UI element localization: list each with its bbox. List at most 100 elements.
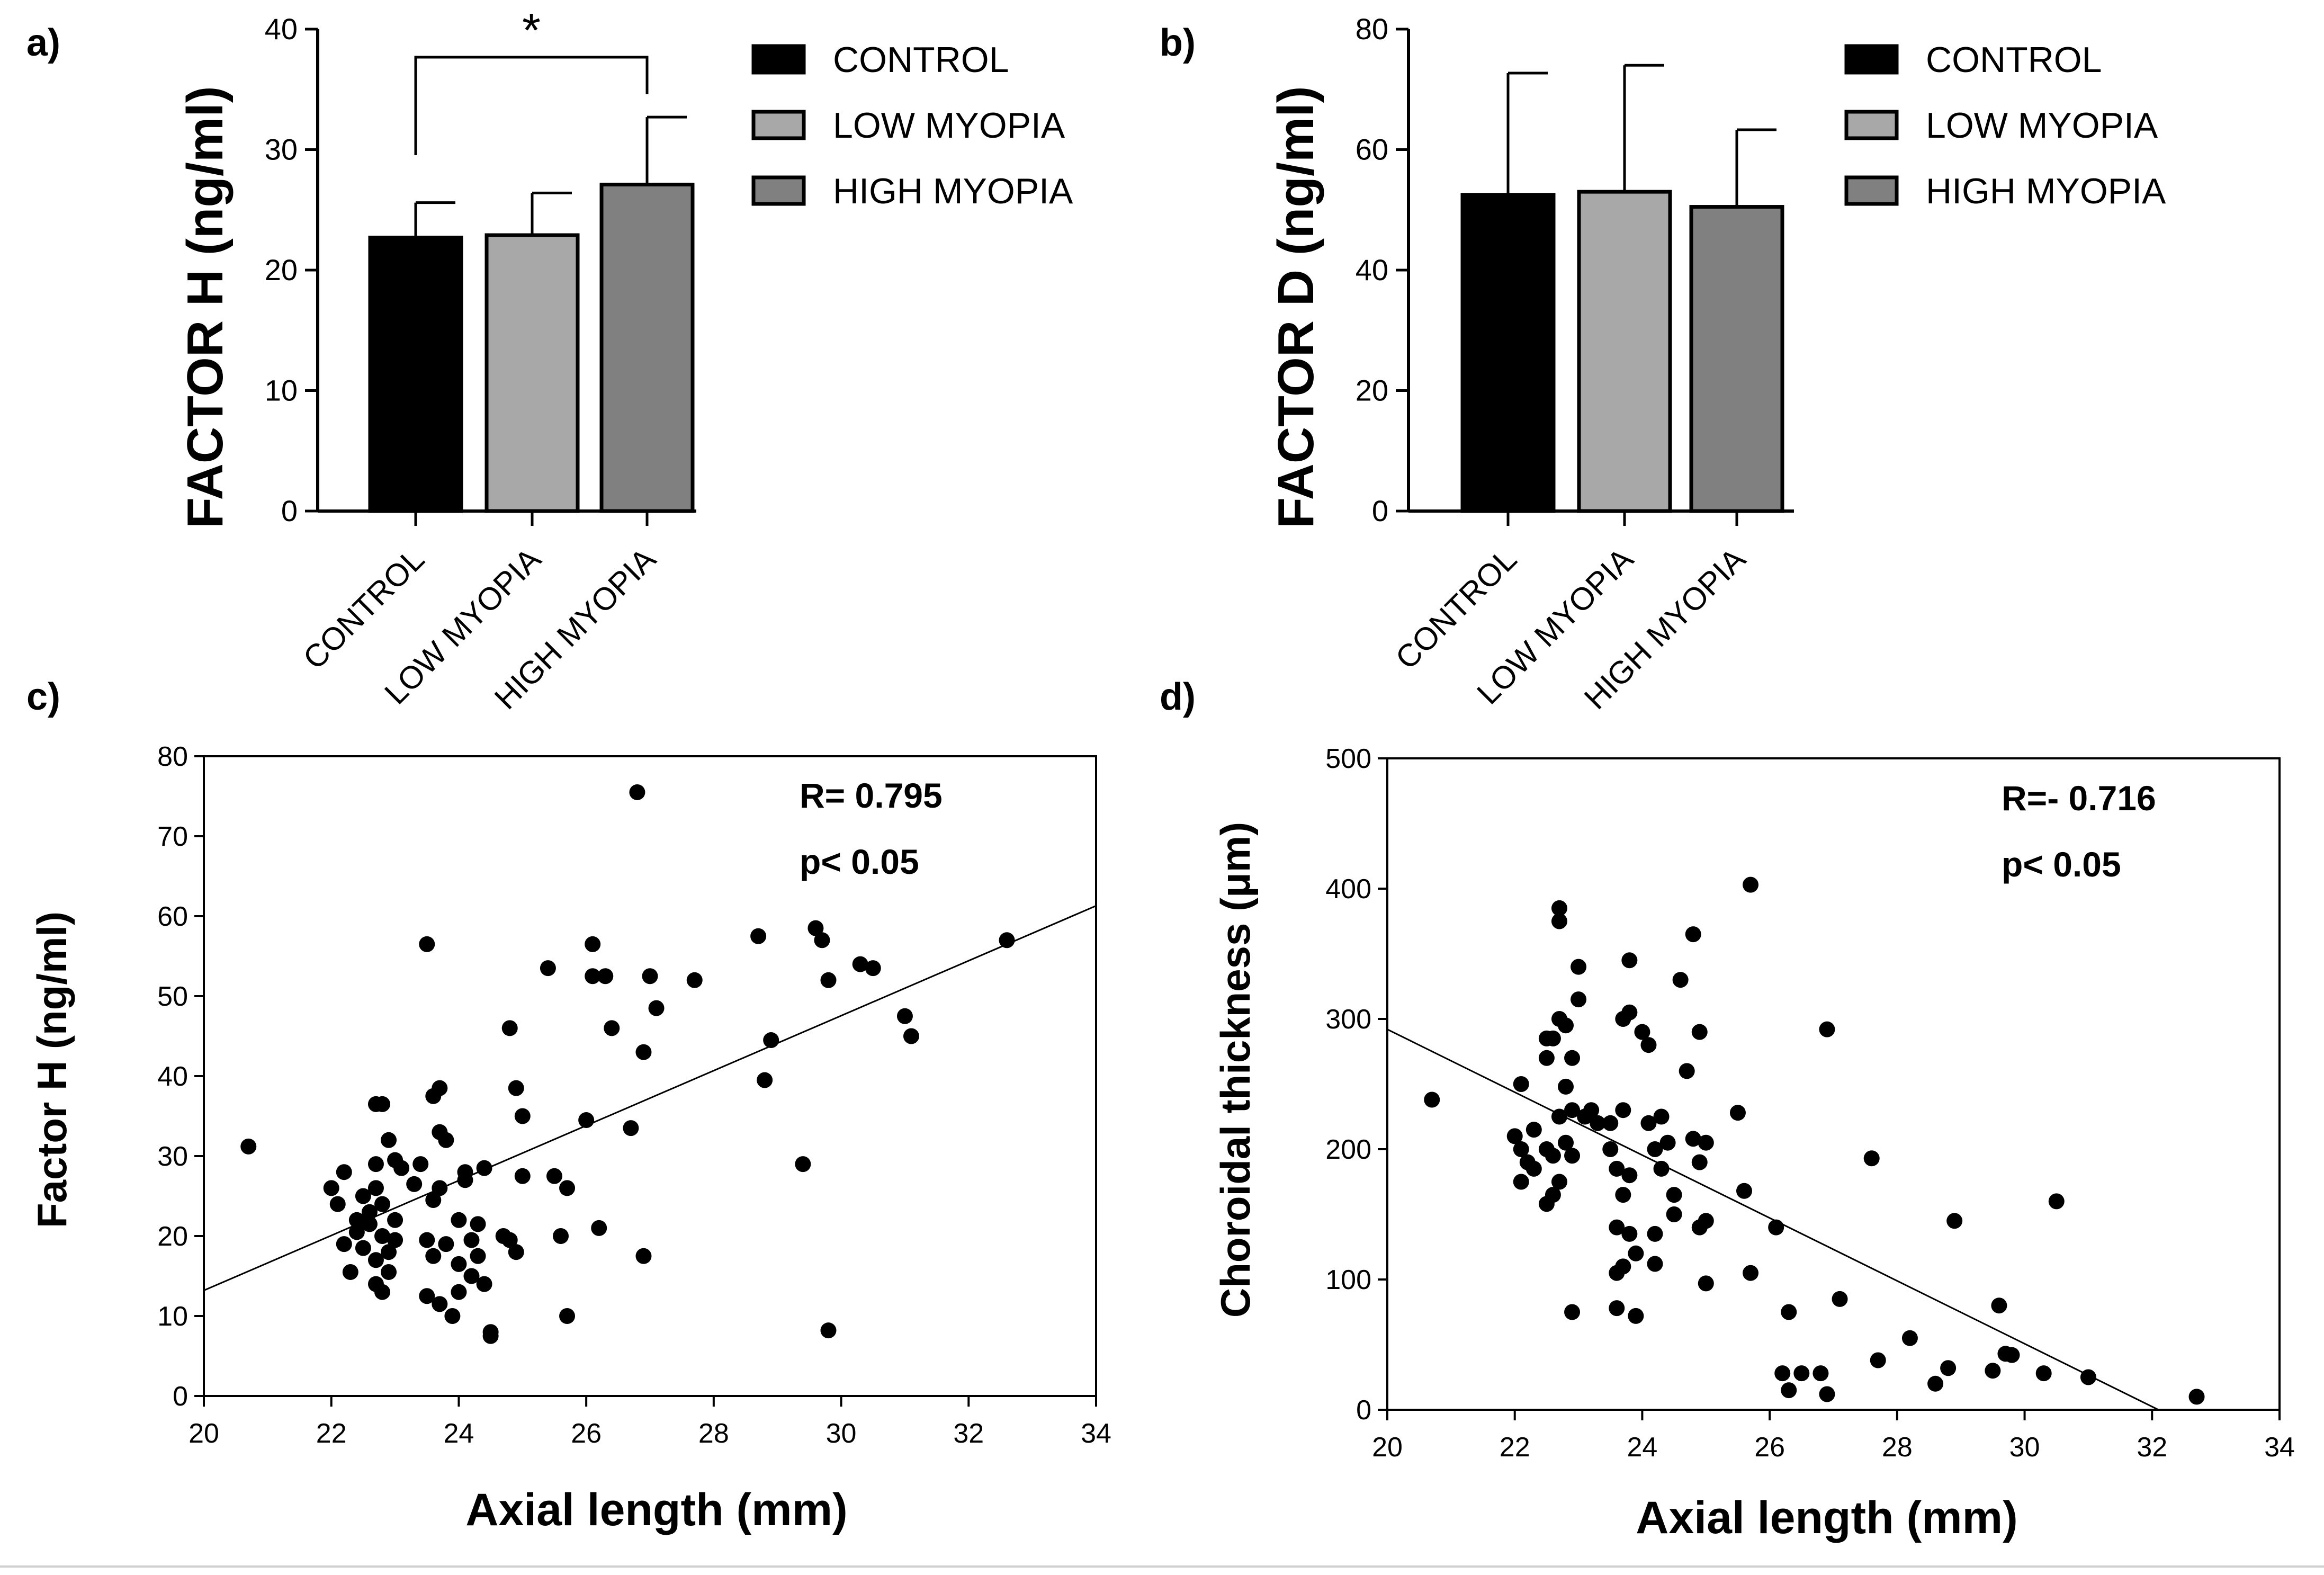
data-point	[355, 1240, 371, 1256]
panel-c-plot: 20 22 24 26 28 30 32 34 0 10 20 30 40 50 60 70 80	[157, 741, 1111, 1449]
data-point	[1621, 952, 1638, 969]
data-point	[1685, 1131, 1701, 1147]
data-point	[1545, 1148, 1561, 1164]
data-point	[240, 1138, 257, 1155]
data-point	[1653, 1160, 1670, 1177]
data-point	[1558, 1134, 1574, 1151]
bar	[1577, 190, 1672, 513]
data-point	[1685, 926, 1701, 943]
data-point	[1571, 959, 1587, 975]
data-point	[336, 1164, 352, 1180]
data-point	[451, 1256, 467, 1272]
data-point	[1564, 1102, 1581, 1118]
panel-c: c) Factor H (ng/ml) Axial length (mm) R=…	[26, 676, 1111, 1535]
legend-swatch	[751, 44, 806, 75]
data-point	[1698, 1275, 1714, 1292]
data-point	[585, 936, 601, 952]
y-tick-label: 0	[173, 1381, 188, 1412]
panel-c-r-value: R= 0.795	[800, 776, 943, 815]
data-point	[457, 1172, 473, 1188]
data-point	[1812, 1365, 1829, 1382]
data-point	[432, 1080, 448, 1096]
data-point	[419, 1232, 435, 1248]
legend-label: CONTROL	[833, 40, 1009, 80]
data-point	[1564, 1050, 1581, 1066]
data-point	[1640, 1115, 1657, 1131]
legend-label: HIGH MYOPIA	[1926, 171, 2166, 211]
data-point	[1621, 1167, 1638, 1184]
legend-swatch	[1844, 175, 1899, 206]
data-point	[1768, 1219, 1784, 1236]
x-tick-label: 30	[826, 1418, 857, 1449]
data-point	[367, 1252, 384, 1268]
data-point	[1819, 1021, 1835, 1037]
legend-swatch	[1844, 44, 1899, 75]
data-point	[1819, 1386, 1835, 1402]
data-point	[1506, 1128, 1523, 1144]
x-tick-label: 22	[1500, 1432, 1530, 1463]
y-tick-label: 20	[157, 1221, 188, 1252]
data-point	[1564, 1148, 1581, 1164]
data-point	[1609, 1300, 1625, 1317]
y-tick-label: 80	[1356, 12, 1388, 46]
data-point	[463, 1268, 480, 1284]
data-point	[546, 1168, 562, 1184]
data-point	[1901, 1330, 1918, 1346]
data-point	[476, 1276, 492, 1292]
data-point	[852, 956, 868, 972]
data-point	[763, 1032, 779, 1049]
panel-d-letter: d)	[1160, 676, 1196, 718]
significance-star: *	[522, 4, 541, 57]
data-point	[553, 1228, 569, 1244]
legend-swatch	[1844, 110, 1899, 140]
y-tick-label: 40	[157, 1061, 188, 1092]
data-point	[820, 1322, 837, 1339]
data-point	[648, 1000, 665, 1016]
data-point	[1991, 1297, 2007, 1314]
x-tick-label: 26	[1754, 1432, 1785, 1463]
y-tick-label: 0	[281, 494, 298, 527]
y-tick-label: 500	[1325, 744, 1371, 774]
bar	[1460, 193, 1556, 513]
data-point	[1940, 1360, 1957, 1376]
data-point	[1666, 1187, 1682, 1203]
data-point	[1551, 1174, 1567, 1190]
x-tick-label: 24	[444, 1418, 474, 1449]
data-point	[361, 1216, 378, 1232]
data-point	[367, 1156, 384, 1173]
data-point	[374, 1284, 390, 1300]
data-point	[412, 1156, 429, 1173]
data-point	[757, 1072, 773, 1088]
data-point	[597, 968, 614, 985]
legend-swatch	[751, 175, 806, 206]
data-point	[1832, 1291, 1848, 1307]
x-tick-label: 22	[316, 1418, 347, 1449]
x-tick-label: 24	[1627, 1432, 1658, 1463]
panel-b-letter: b)	[1160, 22, 1196, 64]
data-point	[336, 1236, 352, 1252]
data-point	[1647, 1141, 1663, 1157]
data-point	[807, 920, 824, 936]
panel-a-ylabel: FACTOR H (ng/ml)	[177, 86, 234, 529]
data-point	[1698, 1213, 1714, 1229]
data-point	[381, 1244, 397, 1260]
panel-a-legend: CONTROL LOW MYOPIA HIGH MYOPIA	[751, 40, 1073, 211]
y-tick-label: 40	[265, 12, 298, 46]
data-point	[1602, 1115, 1619, 1131]
data-point	[1946, 1213, 1963, 1229]
data-point	[355, 1188, 371, 1204]
trend-line	[1387, 1028, 2159, 1411]
data-point	[381, 1264, 397, 1280]
data-point	[451, 1212, 467, 1228]
data-point	[508, 1244, 524, 1260]
y-tick-label: 400	[1325, 874, 1371, 905]
panel-d: d) Choroidal thickness (μm) Axial length…	[1160, 676, 2295, 1543]
data-point	[642, 968, 658, 985]
data-point	[1526, 1160, 1542, 1177]
x-tick-label: 20	[189, 1418, 219, 1449]
data-point	[438, 1132, 454, 1148]
data-point	[1672, 972, 1689, 988]
data-point	[387, 1232, 403, 1248]
data-point	[463, 1232, 480, 1248]
data-point	[1609, 1160, 1625, 1177]
